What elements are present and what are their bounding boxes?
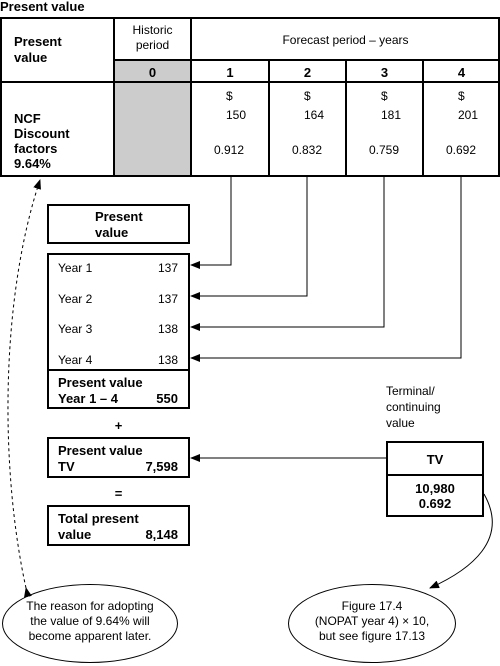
- pv-total-value: 550: [156, 391, 178, 406]
- year-value: 138: [157, 353, 178, 367]
- currency-symbol: $: [458, 89, 465, 103]
- tv-values: 10,980 0.692: [388, 481, 482, 511]
- equals-sign: =: [114, 486, 123, 501]
- forecast-period-label: Forecast period – years: [282, 33, 409, 47]
- ncf-value: 181: [381, 108, 402, 122]
- pv-years-box: Year 1 137 Year 2 137 Year 3 138 Year 4 …: [47, 253, 190, 371]
- terminal-value-label: Terminal/ continuing value: [386, 384, 441, 430]
- period-0-header-shade: [115, 61, 190, 81]
- year-label: Year 4: [58, 353, 93, 367]
- curve-note-arrow: [429, 493, 493, 589]
- historic-period-label: Historic period: [132, 23, 173, 52]
- currency-symbol: $: [304, 89, 311, 103]
- arrow-year-1: [190, 177, 232, 269]
- table-divider: [345, 59, 347, 177]
- table-divider: [113, 17, 115, 177]
- discount-factor: 0.832: [292, 143, 323, 157]
- tv-factor: 0.692: [418, 496, 452, 511]
- note-left-ellipse: The reason for adopting the value of 9.6…: [2, 584, 178, 663]
- year-value: 138: [157, 322, 178, 336]
- tv-header-box: TV: [386, 441, 484, 476]
- currency-symbol: $: [226, 89, 233, 103]
- tv-value: 10,980: [415, 481, 455, 496]
- dashed-note-arrow: [7, 179, 41, 598]
- year-value: 137: [157, 292, 178, 306]
- total-pv-sublabel: value: [58, 527, 92, 542]
- pv-total-label: Present value: [58, 375, 143, 390]
- arrow-year-2: [190, 177, 308, 300]
- year-label: Year 2: [58, 292, 93, 306]
- tv-value-box: 10,980 0.692: [386, 474, 484, 517]
- total-pv-box: Total present value 8,148: [47, 505, 190, 546]
- table-divider: [114, 59, 499, 61]
- discount-factor: 0.912: [214, 143, 245, 157]
- tv-title: TV: [426, 452, 444, 467]
- year-label: Year 1: [58, 261, 93, 275]
- period-1: 1: [226, 65, 234, 80]
- arrow-year-3: [190, 177, 385, 331]
- pv-tv-box: Present value TV 7,598: [47, 437, 190, 478]
- total-pv-label: Total present: [58, 511, 139, 526]
- plus-sign: +: [114, 418, 123, 433]
- forecast-table: [0, 17, 500, 177]
- row-header: Present value: [14, 34, 62, 65]
- ncf-value: 201: [458, 108, 479, 122]
- year-label: Year 3: [58, 322, 93, 336]
- discount-factor: 0.759: [369, 143, 400, 157]
- diagram-title: Present value: [0, 0, 85, 14]
- arrow-year-4: [190, 177, 462, 362]
- pv-total-range: Year 1 – 4: [58, 391, 118, 406]
- row-labels: NCF Discount factors 9.64%: [14, 111, 70, 171]
- pv-tv-label: Present value: [58, 443, 143, 458]
- period-0: 0: [148, 65, 157, 80]
- period-2: 2: [303, 65, 312, 80]
- total-pv-value: 8,148: [145, 527, 178, 542]
- period-0-shade: [115, 83, 190, 175]
- period-4: 4: [457, 65, 466, 80]
- pv-tv-sublabel: TV: [58, 459, 75, 474]
- pv-total-box: Present value Year 1 – 4 550: [47, 369, 190, 409]
- table-divider: [190, 17, 192, 177]
- table-divider: [422, 59, 424, 177]
- ncf-value: 150: [226, 108, 247, 122]
- table-divider: [0, 81, 500, 83]
- discount-factor: 0.692: [446, 143, 477, 157]
- note-right-ellipse: Figure 17.4 (NOPAT year 4) × 10, but see…: [288, 584, 456, 663]
- pv-tv-value: 7,598: [145, 459, 178, 474]
- year-value: 137: [157, 261, 178, 275]
- table-divider: [268, 59, 270, 177]
- pv-header-box: Present value: [47, 204, 190, 244]
- ncf-value: 164: [304, 108, 325, 122]
- currency-symbol: $: [381, 89, 388, 103]
- period-3: 3: [380, 65, 389, 80]
